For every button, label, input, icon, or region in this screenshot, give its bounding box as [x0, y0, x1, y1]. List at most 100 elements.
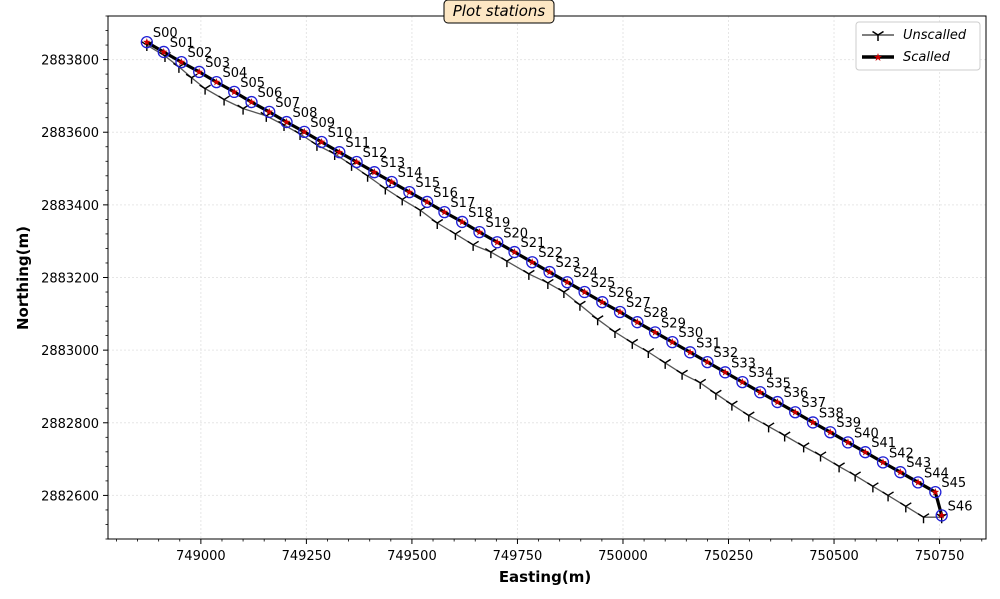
station-circle	[754, 386, 767, 399]
unscalled-point	[361, 171, 374, 182]
scalled-point	[475, 228, 484, 236]
station-circle	[596, 296, 609, 309]
legend-label-unscalled: Unscalled	[903, 28, 967, 43]
scalled-point	[493, 238, 501, 246]
unscalled-point	[778, 431, 791, 442]
station-circle	[613, 305, 627, 319]
station-circle	[315, 135, 328, 149]
station-label: S31	[696, 336, 721, 351]
scalled-point	[844, 438, 852, 446]
station-circle	[210, 75, 223, 89]
station-label: S35	[766, 376, 791, 391]
scalled-point	[317, 138, 326, 146]
unscalled-point	[849, 471, 862, 482]
station-circle	[876, 456, 890, 469]
station-label: S11	[345, 136, 370, 151]
x-tick-label: 749000	[176, 549, 226, 564]
scalled-point	[230, 87, 239, 96]
station-label: S30	[678, 326, 703, 341]
scalled-point	[212, 78, 221, 86]
y-tick-label: 2883600	[41, 126, 99, 141]
legend-label-scalled: Scalled	[903, 50, 951, 65]
unscalled-point	[574, 300, 586, 311]
station-label: S00	[153, 26, 178, 41]
station-circle	[263, 105, 276, 119]
station-label: S42	[889, 446, 914, 461]
unscalled-point	[726, 400, 738, 411]
unscalled-point	[449, 229, 462, 240]
scalled-point	[352, 158, 361, 166]
unscalled-point	[642, 347, 655, 358]
station-label: S23	[556, 256, 581, 271]
station-circle	[894, 466, 907, 479]
station-label: S40	[854, 426, 879, 441]
station-label: S38	[819, 406, 844, 421]
scalled-point	[195, 67, 203, 76]
unscalled-point	[431, 218, 444, 230]
scalled-point	[896, 468, 905, 476]
station-circle	[333, 146, 346, 159]
scalled-point	[616, 308, 624, 316]
station-circle	[736, 375, 749, 389]
scalled-point	[879, 458, 887, 466]
scalled-point	[370, 168, 379, 176]
scalled-point	[703, 358, 712, 366]
unscalled-point	[626, 338, 639, 349]
legend: Unscalled Scalled	[855, 21, 981, 71]
station-circle	[935, 509, 948, 522]
station-label: S16	[433, 186, 458, 201]
scalled-point	[563, 278, 572, 286]
legend-marker-unscalled	[872, 30, 884, 41]
scalled-point	[265, 107, 274, 116]
series-layer	[140, 36, 948, 524]
station-circle	[806, 416, 820, 429]
station-circle	[631, 316, 644, 329]
station-circle	[368, 166, 381, 179]
scalled-point	[686, 348, 694, 356]
station-circle	[718, 366, 732, 379]
unscalled-point	[522, 269, 535, 280]
station-circle	[298, 125, 311, 139]
station-label: S08	[293, 106, 318, 121]
scalled-point	[937, 511, 946, 519]
station-label: S27	[626, 296, 651, 311]
station-circle	[175, 55, 188, 69]
station-circle	[683, 346, 697, 359]
station-label: S02	[187, 46, 212, 61]
station-circle	[841, 436, 855, 449]
station-circle	[456, 215, 469, 229]
scalled-point	[826, 428, 835, 436]
station-label: S03	[205, 56, 230, 71]
scalled-point	[633, 318, 642, 326]
legend-marker-scalled	[874, 53, 882, 61]
scalled-point	[931, 488, 940, 496]
station-circle	[140, 36, 153, 49]
y-tick-label: 2883400	[41, 199, 99, 214]
station-circle	[701, 355, 714, 369]
station-circle	[350, 155, 363, 169]
station-label: S05	[240, 76, 265, 91]
scalled-point	[580, 288, 589, 296]
y-tick-label: 2883000	[41, 344, 99, 359]
unscalled-point	[185, 73, 198, 84]
station-label: S21	[520, 236, 545, 251]
scalled-point	[809, 418, 817, 426]
station-label: S32	[713, 346, 738, 361]
station-label: S04	[222, 66, 247, 81]
station-label: S34	[748, 366, 773, 381]
unscalled-point	[899, 502, 912, 513]
scalled-point	[405, 188, 414, 196]
station-label: S01	[170, 36, 195, 51]
station-label: S41	[871, 436, 896, 451]
station-label: S14	[398, 166, 423, 181]
station-label: S24	[573, 266, 598, 281]
unscalled-point	[917, 513, 930, 524]
scalled-point	[300, 127, 309, 136]
x-tick-label: 750750	[915, 549, 965, 564]
unscalled-point	[558, 287, 570, 299]
scalled-point	[143, 38, 151, 46]
grid	[108, 16, 986, 539]
unscalled-point	[541, 278, 554, 289]
y-axis-title: Northing(m)	[14, 226, 32, 330]
unscalled-point	[609, 327, 621, 338]
